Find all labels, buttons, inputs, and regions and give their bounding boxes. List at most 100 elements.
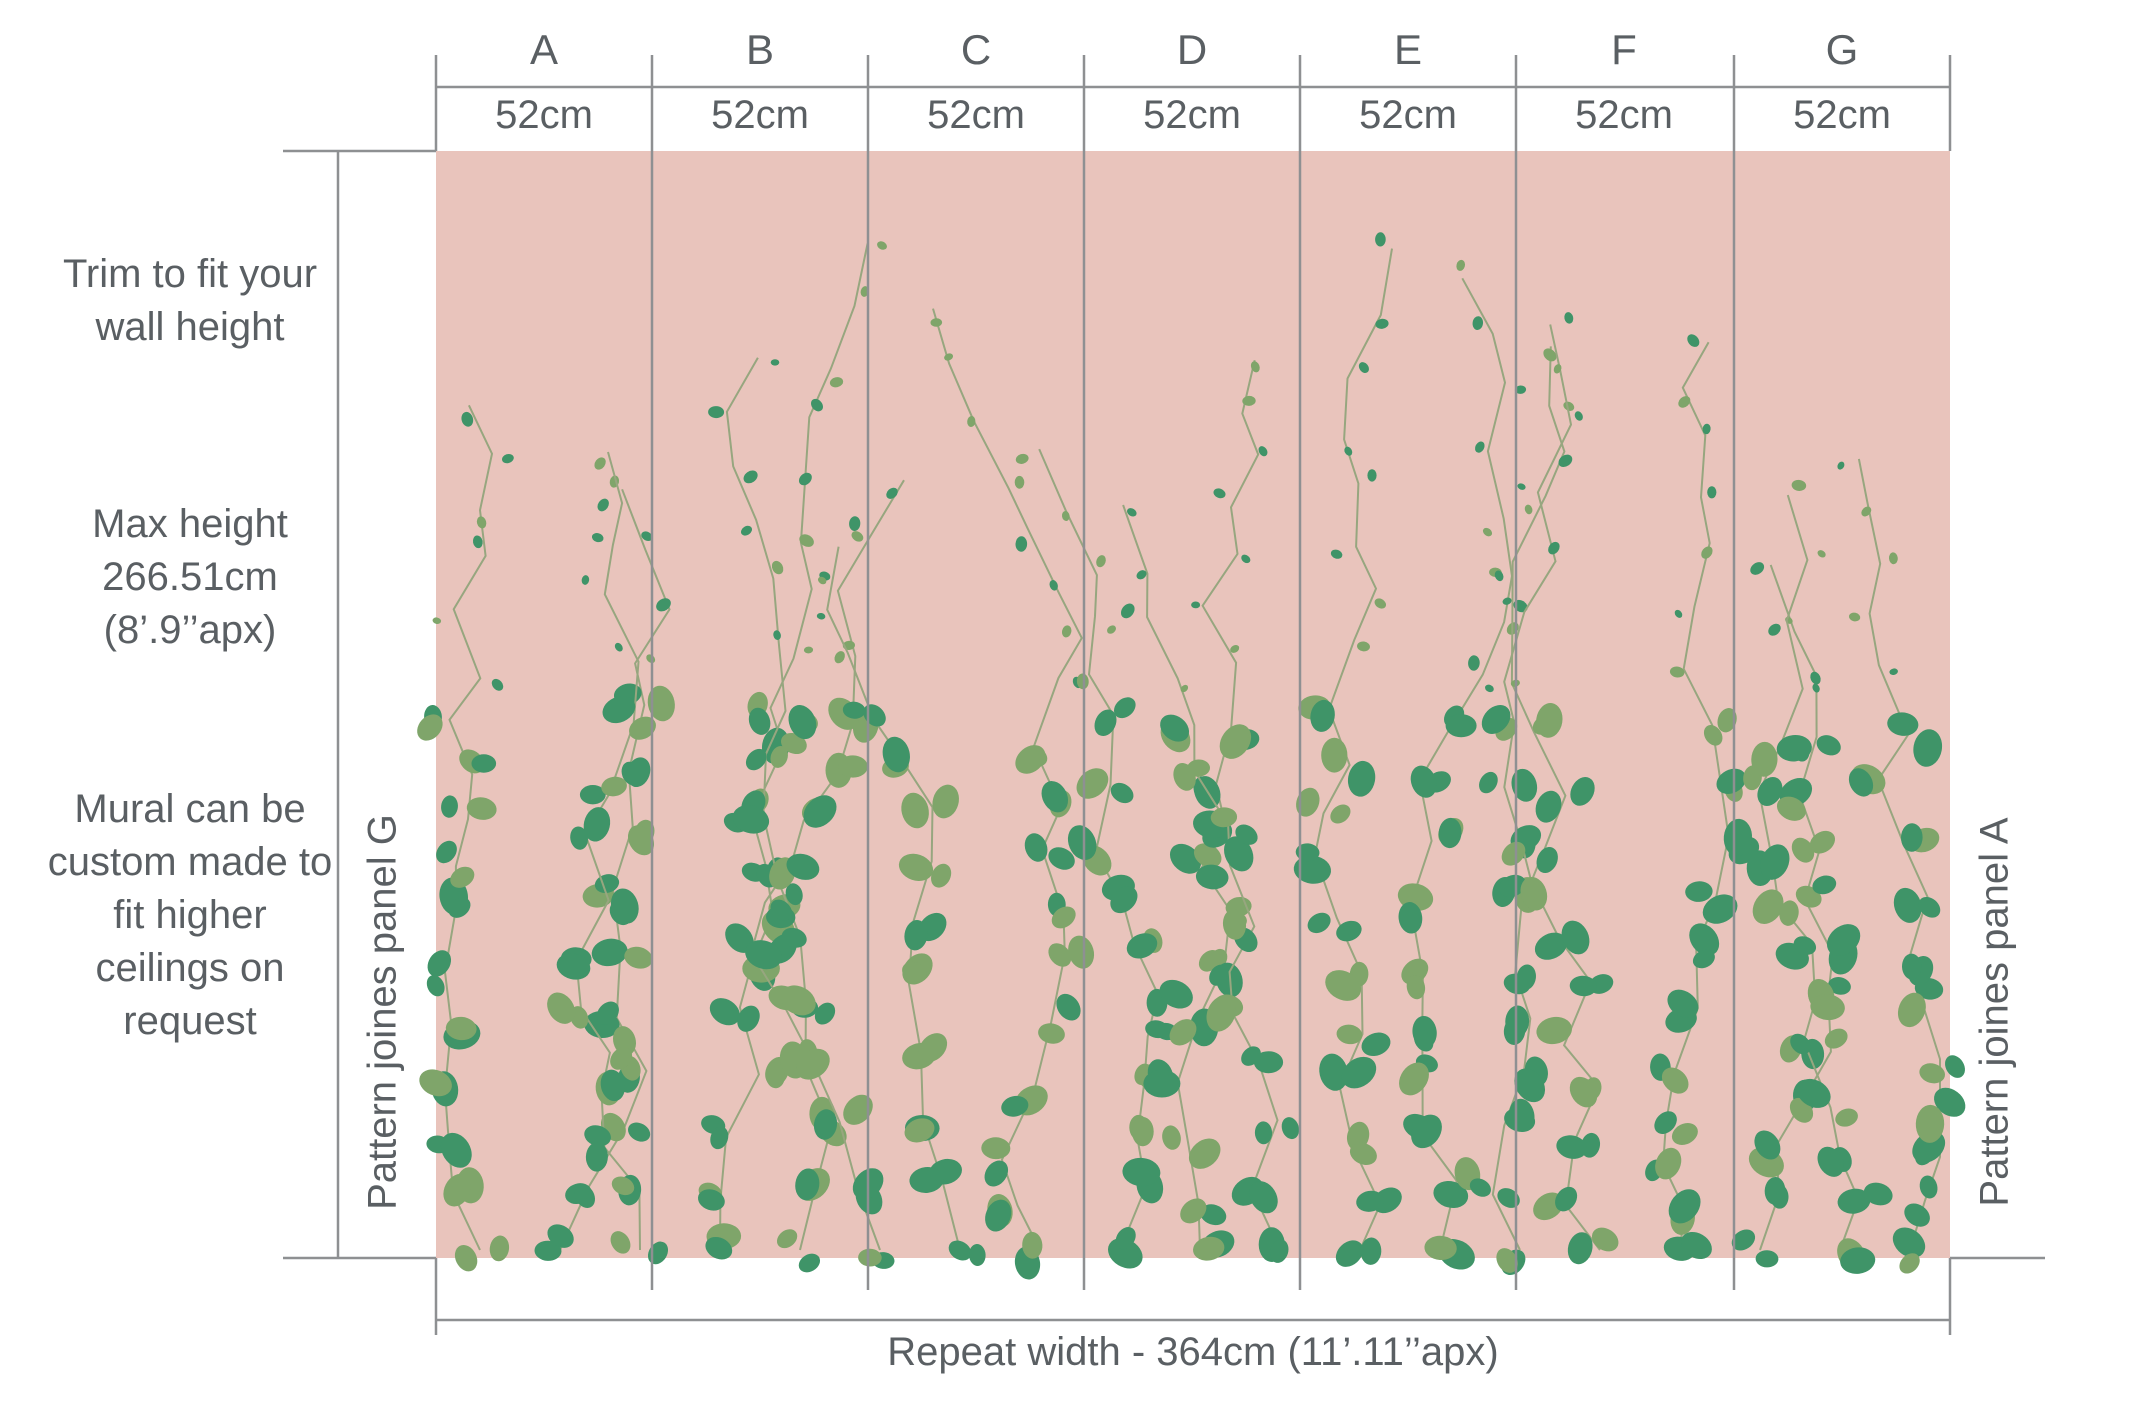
ivy-leaf: [1817, 1146, 1844, 1177]
ivy-leaf: [1193, 843, 1222, 868]
ivy-leaf: [1349, 1142, 1377, 1165]
ivy-leaf: [1319, 1053, 1348, 1091]
ivy-leaf: [1812, 683, 1820, 693]
ivy-leaf: [1863, 1182, 1893, 1206]
ivy-leaf: [1195, 864, 1229, 890]
vine-stem: [1038, 448, 1159, 1251]
ivy-leaf: [1180, 1198, 1207, 1224]
ivy-leaf: [1751, 741, 1778, 777]
ivy-leaf: [1760, 844, 1790, 880]
ivy-leaf: [1401, 958, 1429, 985]
ivy-leaf: [1692, 949, 1715, 969]
dimension-lines: [283, 55, 2045, 1335]
ivy-leaf: [1113, 697, 1136, 719]
trim-note: Trim to fit your wall height: [62, 252, 318, 349]
ivy-leaf: [1702, 423, 1711, 435]
ivy-leaf: [596, 1001, 619, 1025]
ivy-leaf: [1754, 1130, 1781, 1160]
ivy-leaf: [1817, 550, 1826, 558]
ivy-leaf: [1796, 1078, 1831, 1108]
ivy-leaf: [466, 797, 497, 820]
ivy-leaf: [454, 1245, 478, 1272]
ivy-leaf: [1555, 1186, 1578, 1212]
ivy-leaf: [628, 1122, 651, 1142]
ivy-leaf: [610, 1231, 631, 1254]
ivy-leaf: [1534, 932, 1568, 960]
ivy-leaf: [1336, 1024, 1363, 1045]
ivy-leaf: [1024, 833, 1048, 862]
ivy-leaf: [814, 1002, 836, 1025]
ivy-leaf: [1498, 874, 1526, 898]
ivy-leaf: [1810, 994, 1845, 1021]
ivy-leaf: [436, 840, 457, 864]
ivy-leaf: [461, 411, 474, 427]
ivy-leaf: [781, 927, 807, 948]
ivy-leaf: [1893, 887, 1922, 923]
ivy-leaf: [1570, 777, 1595, 806]
ivy-leaf: [1689, 923, 1720, 956]
pattern-joins-a-label: Pattern joines panel A: [1972, 817, 2017, 1207]
ivy-leaf: [732, 804, 770, 834]
ivy-leaf: [770, 899, 793, 921]
ivy-leaf: [1293, 855, 1332, 884]
ivy-leaf: [1049, 580, 1058, 591]
ivy-leaf: [1828, 977, 1851, 995]
ivy-leaf: [1254, 1121, 1273, 1145]
ivy-leaf: [1107, 625, 1116, 634]
ivy-leaf: [1768, 623, 1781, 636]
ivy-leaf: [1358, 362, 1369, 374]
ivy-leaf: [1723, 818, 1753, 857]
ivy-leaf: [1837, 461, 1845, 470]
ivy-leaf: [1702, 894, 1738, 924]
ivy-leaf: [967, 416, 976, 427]
ivy-leaf: [1015, 536, 1028, 552]
ivy-leaf: [1810, 671, 1821, 685]
vine-stem: [575, 451, 641, 1251]
ivy-leaf: [1096, 555, 1106, 568]
ivy-leaf: [1791, 479, 1807, 491]
vine-stem: [725, 357, 833, 1251]
ivy-leaf: [710, 1126, 729, 1150]
ivy-leaf: [1296, 787, 1320, 817]
ivy-leaf: [1222, 909, 1247, 940]
ivy-leaf: [1173, 763, 1196, 791]
ivy-leaf: [1367, 469, 1377, 482]
ivy-leaf: [1482, 527, 1493, 537]
ivy-leaf: [1241, 554, 1251, 564]
ivy-leaf: [1115, 1227, 1136, 1250]
ivy-leaf: [448, 897, 471, 918]
ivy-leaf: [843, 1094, 873, 1125]
ivy-leaf: [1169, 1019, 1197, 1046]
ivy-leaf: [1779, 900, 1799, 926]
ivy-leaf: [773, 630, 781, 640]
ivy-leaf: [909, 1167, 944, 1193]
ivy-leaf: [1848, 768, 1874, 797]
ivy-leaf: [1126, 933, 1158, 959]
ivy-leaf: [476, 516, 487, 529]
ivy-leaf: [1136, 570, 1147, 580]
ivy-leaf: [904, 919, 928, 951]
ivy-leaf: [610, 1047, 633, 1070]
ivy-leaf: [770, 359, 780, 366]
ivy-leaf: [1569, 1076, 1598, 1108]
ivy-leaf: [1516, 964, 1536, 990]
ivy-leaf: [765, 1062, 786, 1089]
ivy-leaf: [882, 736, 910, 773]
ivy-leaf: [781, 732, 807, 755]
ivy-leaf: [1193, 776, 1214, 803]
ivy-leaf: [886, 487, 898, 499]
ivy-leaf: [1558, 454, 1573, 467]
ivy-leaf: [1707, 486, 1717, 499]
ivy-leaf: [1569, 975, 1597, 997]
ivy-leaf: [984, 1160, 1009, 1187]
ivy-leaf: [1837, 1188, 1871, 1214]
ivy-leaf: [432, 617, 442, 624]
ivy-leaf: [579, 785, 606, 805]
repeat-width-label: Repeat width - 364cm (11’.11’’apx): [887, 1330, 1499, 1374]
ivy-leaf: [1198, 949, 1221, 972]
ivy-leaf: [1514, 1068, 1546, 1103]
ivy-leaf: [1655, 1147, 1682, 1180]
ivy-leaf: [705, 1236, 733, 1260]
ivy-leaf: [613, 1026, 636, 1056]
